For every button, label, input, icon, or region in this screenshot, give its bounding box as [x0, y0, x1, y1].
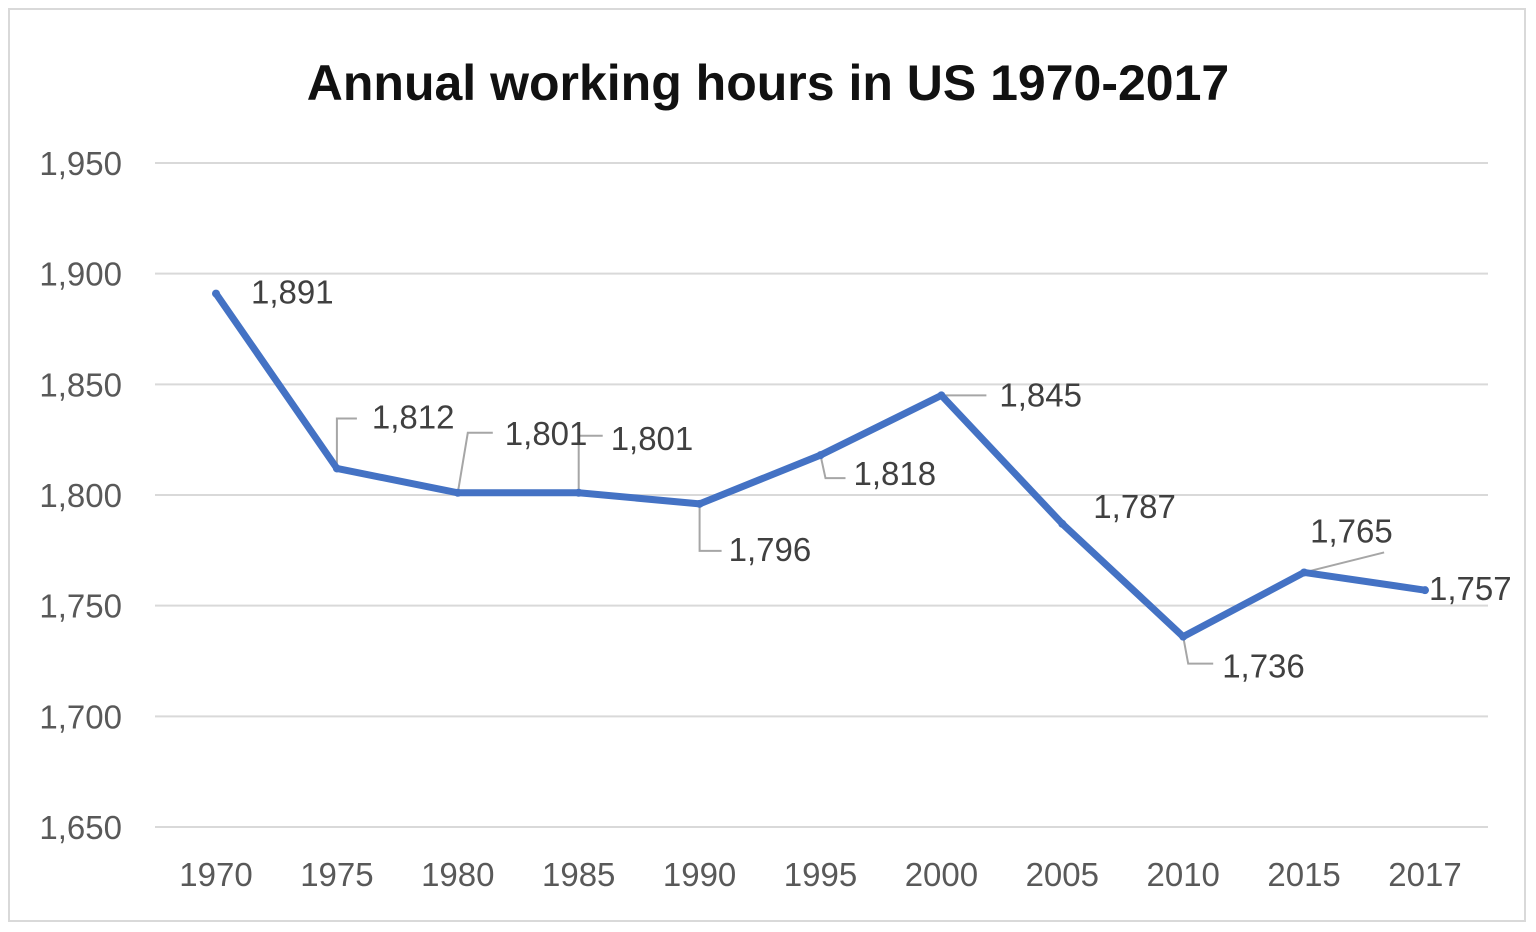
leader-line — [698, 503, 722, 552]
chart-frame — [8, 8, 1526, 922]
y-tick-label: 1,850 — [39, 366, 122, 403]
y-tick-label: 1,950 — [39, 145, 122, 182]
data-point-2000 — [937, 391, 946, 400]
x-tick-label: 2005 — [1026, 856, 1099, 893]
data-point-2017 — [1421, 586, 1429, 595]
x-tick-label: 2017 — [1388, 856, 1461, 893]
y-tick-label: 1,750 — [39, 588, 122, 625]
data-label: 1,801 — [505, 415, 588, 452]
data-point-1980 — [453, 488, 462, 497]
data-label: 1,796 — [729, 531, 812, 568]
x-tick-label: 1985 — [542, 856, 615, 893]
leader-line — [1182, 636, 1214, 665]
chart-title: Annual working hours in US 1970-2017 — [307, 55, 1229, 111]
gridlines — [155, 162, 1488, 828]
y-tick-label: 1,650 — [39, 809, 122, 846]
data-label: 1,787 — [1093, 488, 1176, 525]
y-tick-label: 1,700 — [39, 698, 122, 735]
leader-line — [819, 454, 846, 480]
data-label: 1,736 — [1222, 648, 1305, 685]
data-label: 1,812 — [372, 398, 455, 435]
data-point-1970 — [212, 289, 220, 298]
series-layer — [212, 289, 1429, 641]
y-axis-tick-labels: 1,650 1,700 1,750 1,800 1,850 1,900 1,950 — [39, 145, 122, 846]
data-label: 1,818 — [854, 455, 937, 492]
leader-line — [1303, 551, 1385, 574]
data-point-1975 — [332, 464, 341, 473]
x-tick-label: 1975 — [300, 856, 373, 893]
data-labels: 1,891 1,812 1,801 1,801 1,796 1,818 1,845 1,787… — [251, 274, 1512, 685]
data-point-2005 — [1058, 519, 1067, 528]
x-tick-label: 1995 — [784, 856, 857, 893]
x-tick-label: 2015 — [1267, 856, 1340, 893]
leader-line — [335, 417, 357, 469]
data-label: 1,845 — [999, 376, 1082, 413]
data-label: 1,765 — [1310, 512, 1393, 549]
data-label: 1,801 — [611, 420, 694, 457]
data-point-1985 — [574, 488, 583, 497]
data-label-leader-lines — [335, 394, 1385, 665]
x-tick-label: 1980 — [421, 856, 494, 893]
data-point-2010 — [1179, 632, 1188, 641]
series-line — [212, 290, 1429, 641]
x-tick-label: 1990 — [663, 856, 736, 893]
x-tick-label: 1970 — [179, 856, 252, 893]
data-label: 1,891 — [251, 274, 334, 311]
x-tick-label: 2000 — [905, 856, 978, 893]
data-point-1990 — [695, 499, 704, 508]
data-point-2015 — [1300, 568, 1309, 577]
leader-line — [577, 434, 603, 493]
y-tick-label: 1,800 — [39, 477, 122, 514]
x-tick-label: 2010 — [1146, 856, 1219, 893]
data-label: 1,757 — [1429, 570, 1512, 607]
leader-line — [456, 431, 493, 493]
x-axis-tick-labels: 1970 1975 1980 1985 1990 1995 2000 2005 2010 2015… — [179, 856, 1461, 893]
y-tick-label: 1,900 — [39, 256, 122, 293]
data-point-1995 — [816, 451, 825, 460]
